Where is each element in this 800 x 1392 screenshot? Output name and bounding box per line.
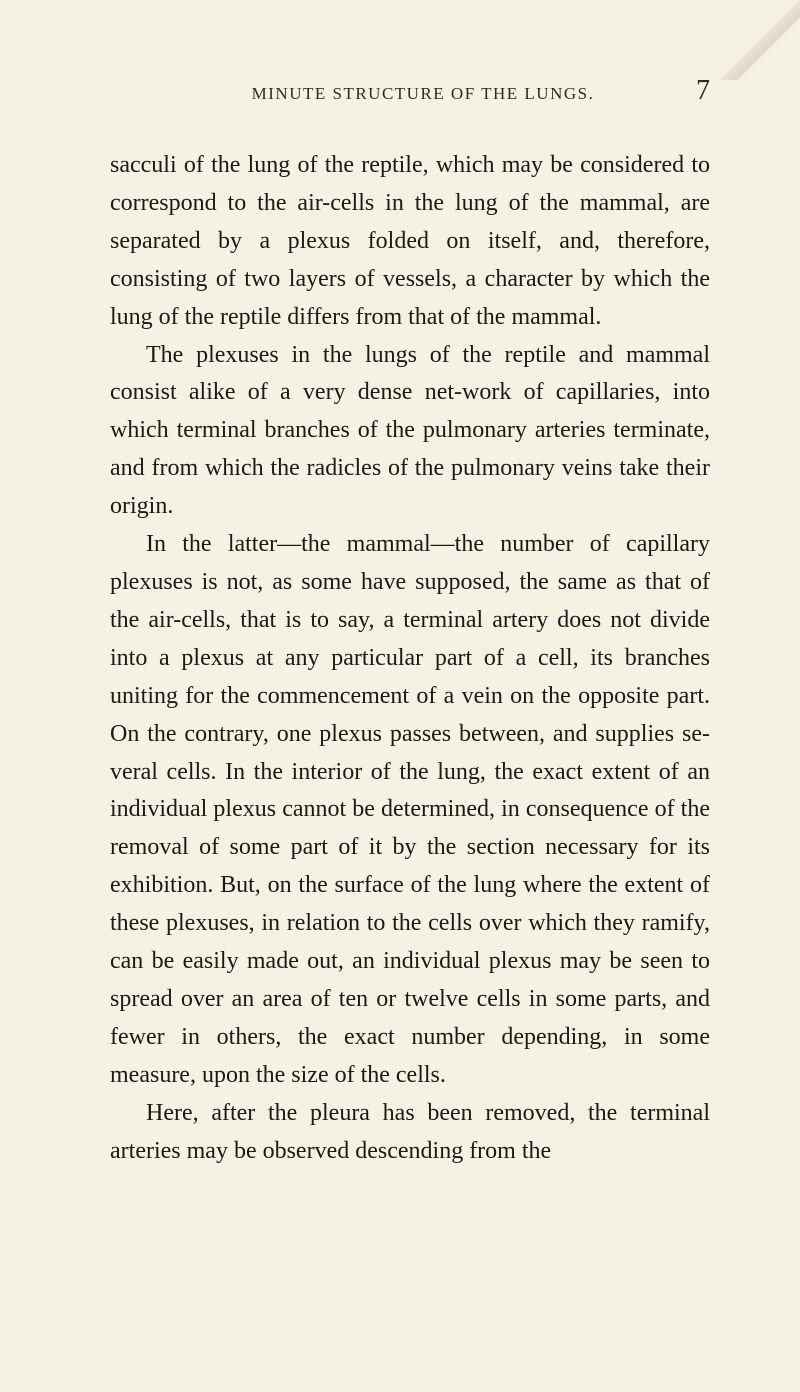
paragraph: sacculi of the lung of the reptile, whic…: [110, 147, 710, 337]
paragraph: Here, after the pleura has been removed,…: [110, 1095, 710, 1171]
paragraph: The plexuses in the lungs of the reptile…: [110, 337, 710, 527]
page-corner-fold: [720, 0, 800, 80]
page-container: MINUTE STRUCTURE OF THE LUNGS. 7 sacculi…: [0, 0, 800, 1230]
body-text: sacculi of the lung of the reptile, whic…: [110, 147, 710, 1170]
page-header: MINUTE STRUCTURE OF THE LUNGS. 7: [110, 75, 710, 107]
page-number: 7: [696, 75, 710, 107]
running-head: MINUTE STRUCTURE OF THE LUNGS.: [110, 84, 696, 104]
paragraph: In the latter—the mammal—the number of c…: [110, 526, 710, 1095]
